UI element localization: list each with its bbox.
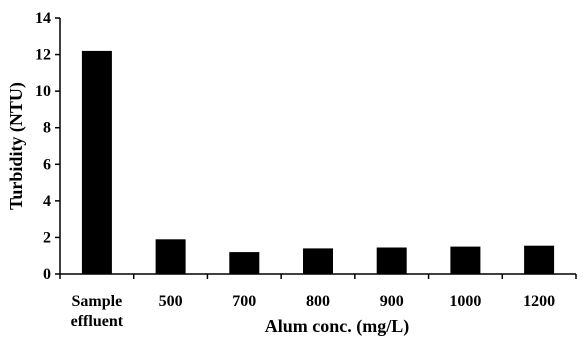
- x-tick-label-0: Sample effluent: [71, 293, 124, 330]
- bars-group: [81, 50, 555, 275]
- x-tick-label-6: 1200: [523, 293, 555, 310]
- x-tick-label-4: 900: [380, 293, 404, 310]
- x-tick-label-3: 800: [306, 293, 330, 310]
- bar-6: [524, 245, 555, 274]
- y-tick-label-1: 2: [43, 229, 51, 246]
- y-tick-label-5: 10: [35, 83, 51, 100]
- x-tick-label-line: 1000: [449, 293, 481, 310]
- y-tick-label-7: 14: [35, 10, 51, 27]
- x-tick-label-line: 500: [159, 293, 183, 310]
- x-tick-label-5: 1000: [449, 293, 481, 310]
- y-tick-label-0: 0: [43, 266, 51, 283]
- bar-5: [450, 246, 481, 274]
- bar-2: [229, 252, 260, 274]
- x-tick-label-1: 500: [159, 293, 183, 310]
- y-tick-label-6: 12: [35, 47, 51, 64]
- x-tick-label-line: 1200: [523, 293, 555, 310]
- y-tick-label-2: 4: [43, 193, 51, 210]
- y-axis-title: Turbidity (NTU): [6, 82, 27, 210]
- x-axis-ticks: Sample effluent 500 700 800 900 1000 1200: [59, 274, 577, 330]
- bar-4: [376, 247, 407, 274]
- x-tick-label-line: 900: [380, 293, 404, 310]
- bar-1: [155, 239, 186, 274]
- bar-0: [81, 50, 112, 275]
- y-tick-label-4: 8: [43, 120, 51, 137]
- y-axis-ticks: 0 2 4 6 8 10 12 14: [35, 10, 60, 283]
- bar-3: [303, 248, 333, 274]
- x-tick-label-line: effluent: [71, 313, 124, 330]
- x-tick-label-line: 800: [306, 293, 330, 310]
- x-tick-label-line: Sample: [72, 293, 123, 310]
- x-tick-label-2: 700: [232, 293, 256, 310]
- y-tick-label-3: 6: [43, 156, 51, 173]
- x-tick-label-line: 700: [232, 293, 256, 310]
- x-axis-title: Alum conc. (mg/L): [265, 316, 409, 337]
